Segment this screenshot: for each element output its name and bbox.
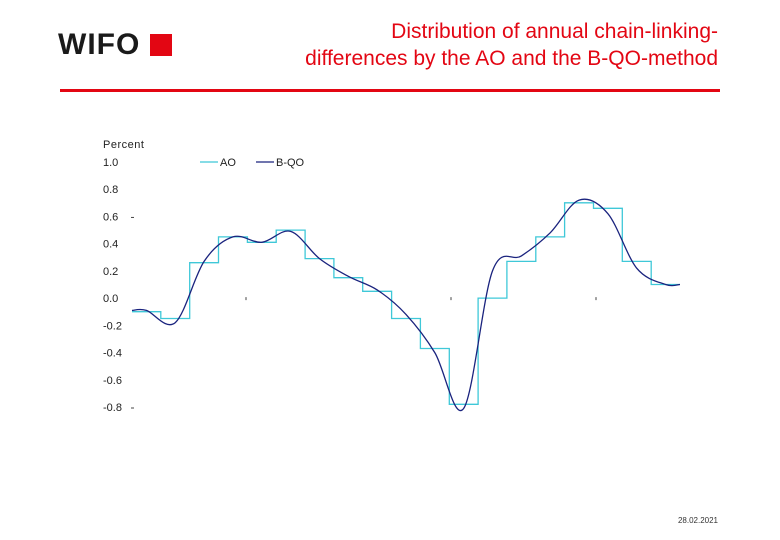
logo-text: WIFO: [58, 28, 141, 61]
y-axis-label: Percent: [103, 139, 144, 151]
y-tick-label: 0.8: [103, 184, 118, 196]
title-line-1: Distribution of annual chain-linking-: [391, 20, 718, 43]
series-ao-line: [132, 202, 680, 405]
title-divider: [60, 89, 720, 92]
y-tick-label: 1.0: [103, 157, 118, 169]
y-tick-label: -0.6: [103, 375, 122, 387]
title-line-2: differences by the AO and the B-QO-metho…: [305, 47, 718, 70]
footer-date: 28.02.2021: [677, 516, 718, 525]
legend-label-bqo: B-QO: [276, 157, 305, 169]
y-tick-label: 0.0: [103, 293, 118, 305]
legend-label-ao: AO: [220, 157, 236, 169]
series-bqo-line: [131, 198, 681, 412]
y-tick-label: 0.2: [103, 266, 118, 278]
y-tick-label: -0.2: [103, 320, 122, 332]
slide-title: Distribution of annual chain-linking- di…: [305, 18, 718, 72]
y-tick-label: 0.6: [103, 211, 118, 223]
y-tick-label: -0.8: [103, 402, 122, 414]
y-tick-label: 0.4: [103, 239, 118, 251]
logo-red-square: [150, 34, 173, 56]
wifo-logo: WIFO: [58, 28, 173, 61]
y-tick-label: -0.4: [103, 348, 122, 360]
